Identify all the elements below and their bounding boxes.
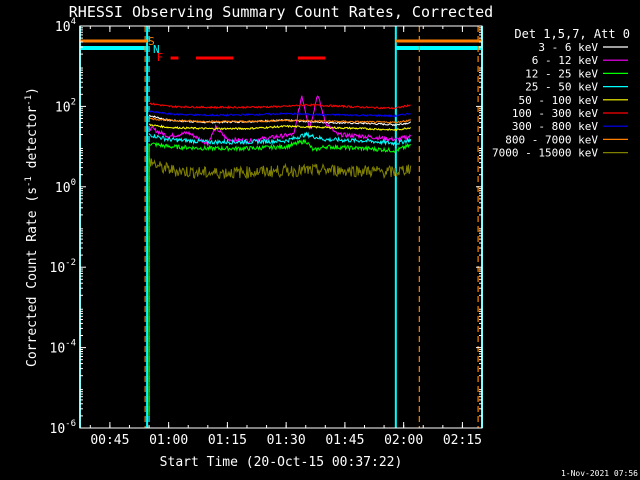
- series-line: [148, 117, 412, 125]
- plot-frame: [79, 25, 483, 429]
- series-line: [149, 102, 411, 110]
- x-tick-label: 02:15: [443, 433, 482, 448]
- y-axis-label-sup1: -1: [24, 176, 34, 187]
- series-line: [148, 157, 412, 180]
- legend-label: 6 - 12 keV: [532, 54, 599, 67]
- flag-label-n: N: [153, 43, 160, 56]
- x-tick-label: 01:00: [149, 433, 188, 448]
- y-tick-label: 10-4: [50, 339, 77, 357]
- x-tick-label: 01:15: [208, 433, 247, 448]
- y-axis-label: Corrected Count Rate (s-1 detector-1): [24, 87, 40, 367]
- y-tick-label: 10-2: [50, 258, 77, 276]
- x-tick-label: 02:00: [384, 433, 423, 448]
- legend-label: 100 - 300 keV: [512, 107, 598, 120]
- chart-title: RHESSI Observing Summary Count Rates, Co…: [69, 3, 493, 21]
- legend-label: 25 - 50 keV: [525, 81, 598, 94]
- flag-label-f: F: [157, 51, 164, 64]
- x-tick-label: 01:30: [267, 433, 306, 448]
- legend-label: 50 - 100 keV: [519, 94, 599, 107]
- legend-label: 12 - 25 keV: [525, 67, 598, 80]
- legend-title: Det 1,5,7, Att 0: [514, 27, 630, 41]
- series-line: [148, 138, 412, 153]
- footer-timestamp: 1-Nov-2021 07:56: [561, 469, 638, 478]
- y-axis-label-main: Corrected Count Rate (s: [25, 187, 40, 367]
- flag-label-s: S: [148, 35, 155, 48]
- y-tick-label: 100: [55, 178, 76, 196]
- y-tick-label: 10-6: [50, 419, 77, 437]
- series-line: [148, 109, 411, 118]
- y-axis-label-end: ): [25, 87, 40, 95]
- x-axis-label: Start Time (20-Oct-15 00:37:22): [160, 455, 403, 470]
- x-tick-label: 00:45: [90, 433, 129, 448]
- series-layer: [148, 95, 412, 416]
- axis-layer: 00:45 01:00 01:15 01:30 01:45 02:00 02:15 10-6 1…: [50, 17, 482, 448]
- y-axis-label-mid: detector: [25, 106, 40, 177]
- series-line: [148, 131, 412, 147]
- y-tick-label: 104: [55, 17, 76, 35]
- legend-label: 7000 - 15000 keV: [492, 147, 598, 160]
- y-tick-label: 102: [55, 97, 76, 115]
- legend-label: 800 - 7000 keV: [505, 133, 598, 146]
- y-axis-label-sup2: -1: [24, 95, 34, 106]
- x-tick-label: 01:45: [325, 433, 364, 448]
- legend-label: 300 - 800 keV: [512, 120, 598, 133]
- series-line: [148, 95, 412, 147]
- series-line: [148, 123, 412, 132]
- legend-label: 3 - 6 keV: [538, 41, 598, 54]
